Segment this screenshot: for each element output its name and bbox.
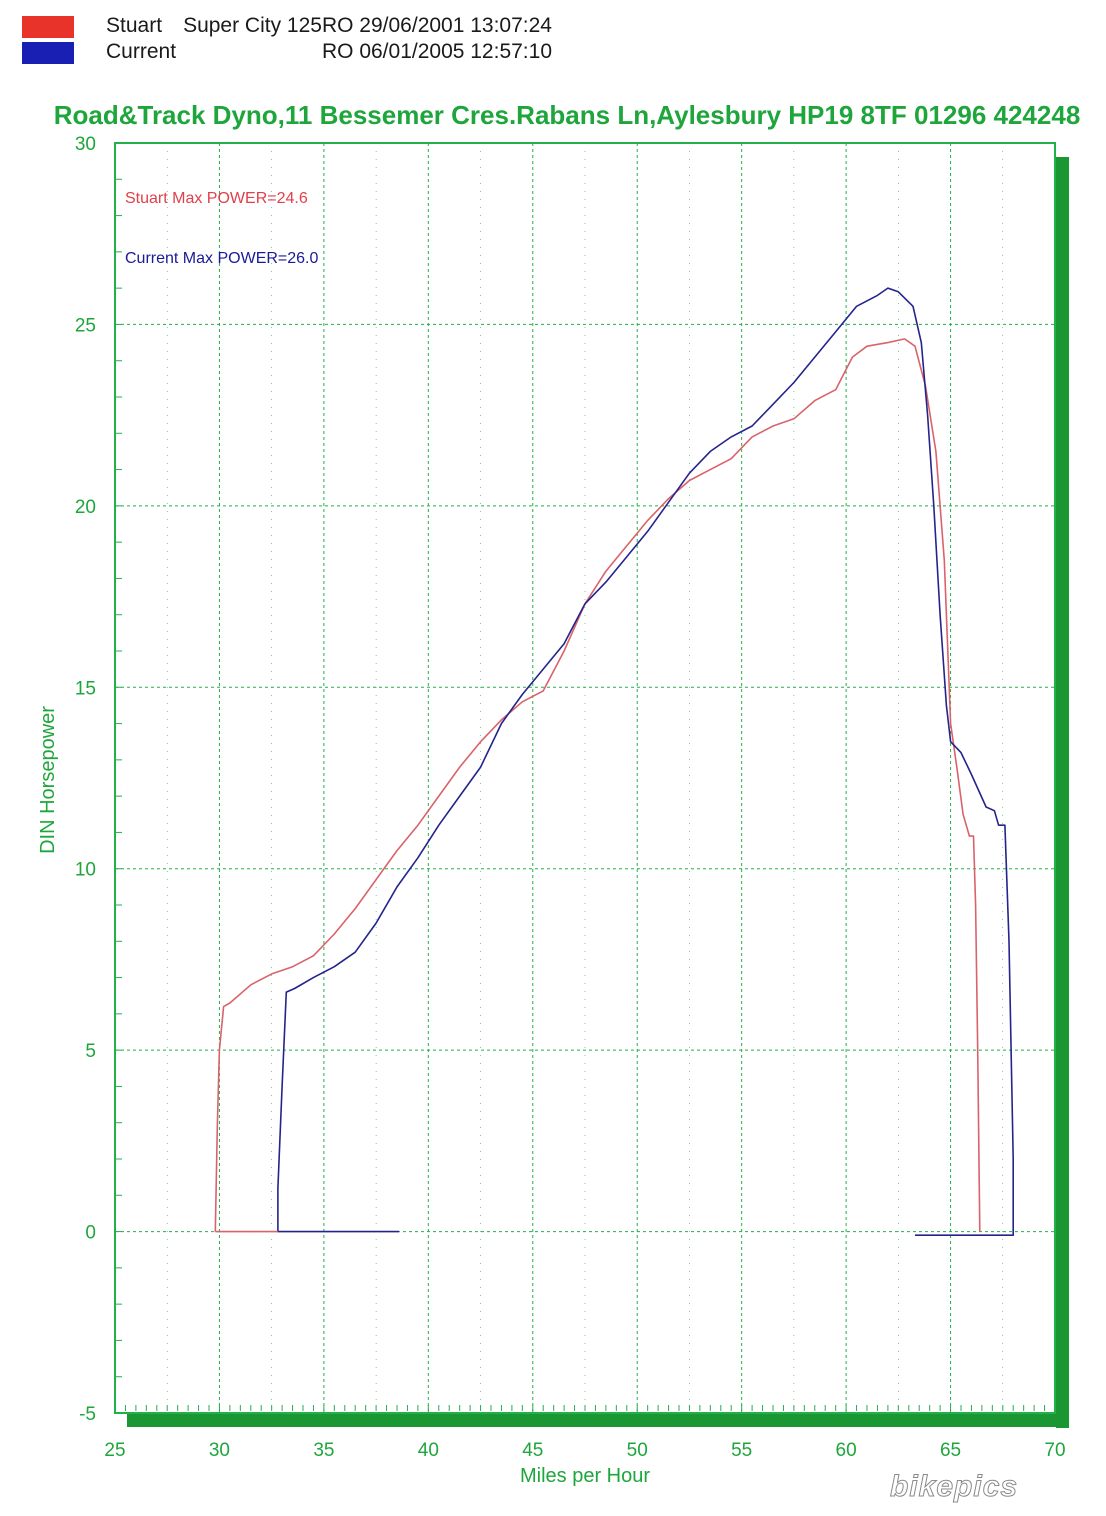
y-tick-label: 15: [75, 678, 96, 699]
grid: [114, 142, 1056, 1414]
legend-name-stuart: Stuart: [106, 14, 163, 37]
x-tick-label: 65: [940, 1440, 961, 1461]
plot-frame: [114, 142, 1069, 1428]
y-tick-label: 30: [75, 134, 96, 155]
x-tick-label: 45: [522, 1440, 543, 1461]
x-axis-label: Miles per Hour: [520, 1465, 650, 1487]
x-tick-label: 60: [836, 1440, 857, 1461]
legend-name-current: Current: [106, 40, 177, 63]
frame-shadow-bottom: [127, 1414, 1069, 1427]
x-tick-label: 30: [209, 1440, 230, 1461]
x-tick-label: 25: [104, 1440, 125, 1461]
annotation-current-max-power: Current Max POWER=26.0: [125, 250, 319, 267]
legend-swatch-current: [22, 42, 74, 64]
legend-detail-stuart: Super City 125RO 29/06/2001 13:07:24: [183, 14, 552, 37]
bikepics-watermark: bikepics: [889, 1470, 1019, 1504]
y-tick-label: 10: [75, 860, 96, 881]
frame-shadow-right: [1056, 157, 1069, 1428]
chart-title: Road&Track Dyno,11 Bessemer Cres.Rabans …: [54, 100, 1081, 130]
annotation-stuart-max-power: Stuart Max POWER=24.6: [125, 190, 308, 207]
x-tick-label: 55: [731, 1440, 752, 1461]
x-tick-label: 70: [1044, 1440, 1065, 1461]
x-tick-label: 50: [627, 1440, 648, 1461]
series: [214, 287, 1015, 1236]
y-tick-label: 20: [75, 497, 96, 518]
legend-detail-current: RO 06/01/2005 12:57:10: [321, 40, 552, 63]
y-axis-label: DIN Horsepower: [37, 706, 59, 854]
legend-swatch-stuart: [22, 16, 74, 38]
series-line-stuart-0: [214, 338, 981, 1232]
x-tick-label: 35: [313, 1440, 334, 1461]
y-tick-label: 25: [75, 315, 96, 336]
y-tick-label: 0: [85, 1223, 96, 1244]
y-tick-label: -5: [79, 1404, 96, 1425]
x-tick-label: 40: [418, 1440, 439, 1461]
plot-border: [114, 142, 1056, 1414]
axis-ticks: 25 30 35 40 45 50 55 60 65 70 -5 0 5 10 15 20 25 30: [75, 134, 1066, 1461]
y-tick-label: 5: [85, 1041, 96, 1062]
series-line-current-1: [277, 287, 1015, 1236]
